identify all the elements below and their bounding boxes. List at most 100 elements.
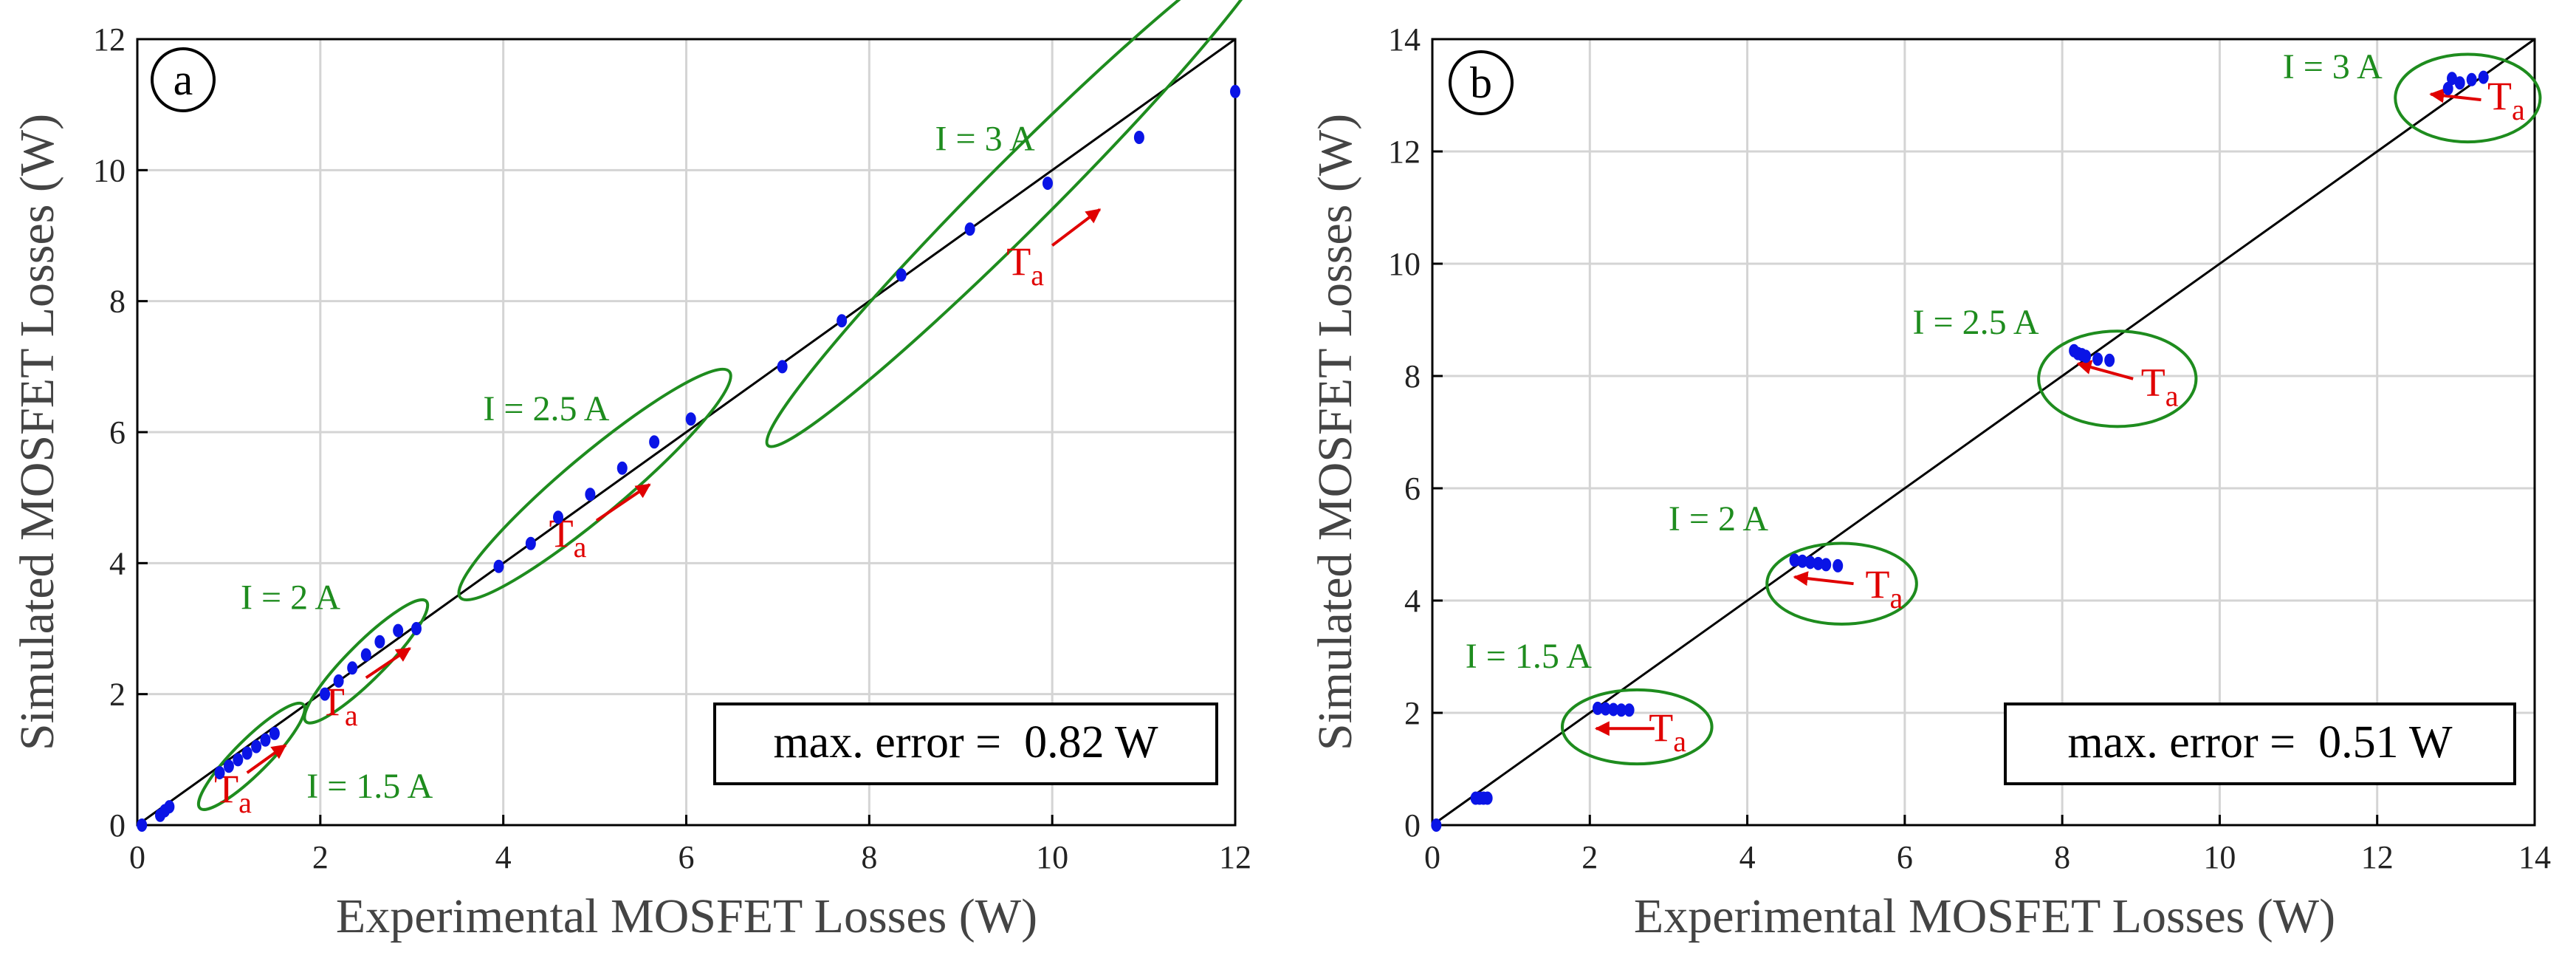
y-tick-label: 10 xyxy=(93,152,126,188)
y-tick-label: 10 xyxy=(1388,246,1421,282)
x-axis-label: Experimental MOSFET Losses (W) xyxy=(1634,889,2335,943)
data-point xyxy=(685,412,696,426)
x-tick-label: 12 xyxy=(1219,839,1251,875)
data-point xyxy=(223,759,234,773)
data-point xyxy=(320,687,331,701)
data-point xyxy=(585,488,596,502)
data-point xyxy=(777,360,788,374)
data-point xyxy=(649,435,660,449)
y-tick-label: 14 xyxy=(1388,21,1421,58)
data-point xyxy=(1821,558,1832,572)
ta-label: Ta xyxy=(1649,705,1686,758)
data-point xyxy=(616,461,628,475)
data-point xyxy=(360,648,371,662)
data-point xyxy=(896,268,907,282)
y-tick-label: 4 xyxy=(109,545,126,581)
ta-arrow xyxy=(246,744,287,774)
data-point xyxy=(1592,701,1603,715)
x-tick-label: 2 xyxy=(312,839,329,875)
group-label: I = 3 A xyxy=(935,120,1035,159)
max-error-text: max. error = 0.82 W xyxy=(773,717,1158,768)
y-tick-label: 0 xyxy=(1404,807,1421,844)
x-tick-label: 0 xyxy=(129,839,145,875)
data-point xyxy=(1133,131,1144,144)
data-point xyxy=(251,739,262,753)
group-label: I = 2.5 A xyxy=(1913,303,2039,342)
ta-arrow xyxy=(2429,88,2481,103)
panel-label: b xyxy=(1470,58,1492,107)
data-point xyxy=(525,536,536,550)
y-tick-label: 4 xyxy=(1404,583,1421,619)
x-axis-label: Experimental MOSFET Losses (W) xyxy=(336,889,1037,943)
panel-b: 0 2 4 6 8 10 12 14 0 2 4 6 8 10 12 14 Experimental MOSFE… xyxy=(1308,21,2551,943)
max-error-box xyxy=(2004,703,2516,785)
data-point xyxy=(374,635,385,649)
panel-a: 0 2 4 6 8 10 12 0 2 4 6 8 10 12 Experimental MOSFET Lo… xyxy=(10,0,1276,943)
data-point xyxy=(2447,72,2458,86)
data-point xyxy=(2092,352,2103,366)
group-ellipse xyxy=(196,701,306,811)
data-point xyxy=(1600,702,1611,716)
data-point xyxy=(1833,558,1844,572)
data-point xyxy=(2466,72,2477,86)
x-tick-label: 4 xyxy=(495,839,512,875)
data-point xyxy=(493,559,504,573)
ta-label: Ta xyxy=(1006,239,1044,292)
data-point xyxy=(233,753,244,767)
data-point xyxy=(347,661,358,675)
data-point xyxy=(260,733,271,747)
group-label: I = 2 A xyxy=(1669,499,1768,539)
data-point xyxy=(1813,556,1824,570)
data-point xyxy=(411,622,422,635)
group-ellipse xyxy=(1765,541,1918,626)
ta-label: Ta xyxy=(214,767,252,819)
panel-label-circle xyxy=(151,47,216,112)
y-tick-label: 6 xyxy=(109,414,126,451)
data-point xyxy=(553,510,564,524)
ta-arrow xyxy=(2076,360,2134,380)
group-ellipse xyxy=(2394,52,2542,144)
x-tick-label: 6 xyxy=(679,839,695,875)
x-tick-label: 2 xyxy=(1581,839,1598,875)
data-point xyxy=(1797,554,1808,568)
data-point xyxy=(393,623,404,637)
data-point xyxy=(1042,177,1053,191)
plot-frame xyxy=(1431,38,2536,827)
x-tick-label: 8 xyxy=(861,839,877,875)
panel-label-circle xyxy=(1449,50,1514,115)
x-tick-label: 6 xyxy=(1897,839,1913,875)
data-point xyxy=(1608,703,1619,717)
data-point xyxy=(333,674,344,688)
data-point xyxy=(837,314,848,328)
y-axis-label: Simulated MOSFET Losses (W) xyxy=(10,114,64,751)
ta-label: Ta xyxy=(1866,562,1903,615)
ta-label: Ta xyxy=(2141,360,2179,413)
group-label: I = 1.5 A xyxy=(306,767,433,806)
max-error-text: max. error = 0.51 W xyxy=(2067,717,2453,768)
x-tick-label: 10 xyxy=(2203,839,2236,875)
data-point xyxy=(1789,553,1800,567)
ta-arrow xyxy=(595,483,651,522)
y-tick-label: 6 xyxy=(1404,471,1421,507)
data-point xyxy=(1230,84,1240,98)
data-point xyxy=(964,222,975,236)
x-tick-label: 12 xyxy=(2361,839,2394,875)
group-ellipse xyxy=(2037,329,2198,428)
data-point xyxy=(1624,703,1635,717)
group-label: I = 2 A xyxy=(241,578,340,617)
group-ellipse xyxy=(303,598,430,725)
data-point xyxy=(2081,349,2092,363)
ta-label: Ta xyxy=(549,511,587,564)
y-tick-label: 2 xyxy=(109,677,126,713)
max-error-box xyxy=(713,703,1218,785)
y-tick-label: 0 xyxy=(109,807,126,844)
y-tick-label: 12 xyxy=(1388,134,1421,170)
data-point xyxy=(137,818,148,832)
group-label: I = 1.5 A xyxy=(1466,637,1592,676)
panel-label: a xyxy=(174,55,193,104)
x-tick-label: 14 xyxy=(2518,839,2551,875)
y-tick-label: 2 xyxy=(1404,695,1421,731)
x-tick-label: 4 xyxy=(1739,839,1756,875)
